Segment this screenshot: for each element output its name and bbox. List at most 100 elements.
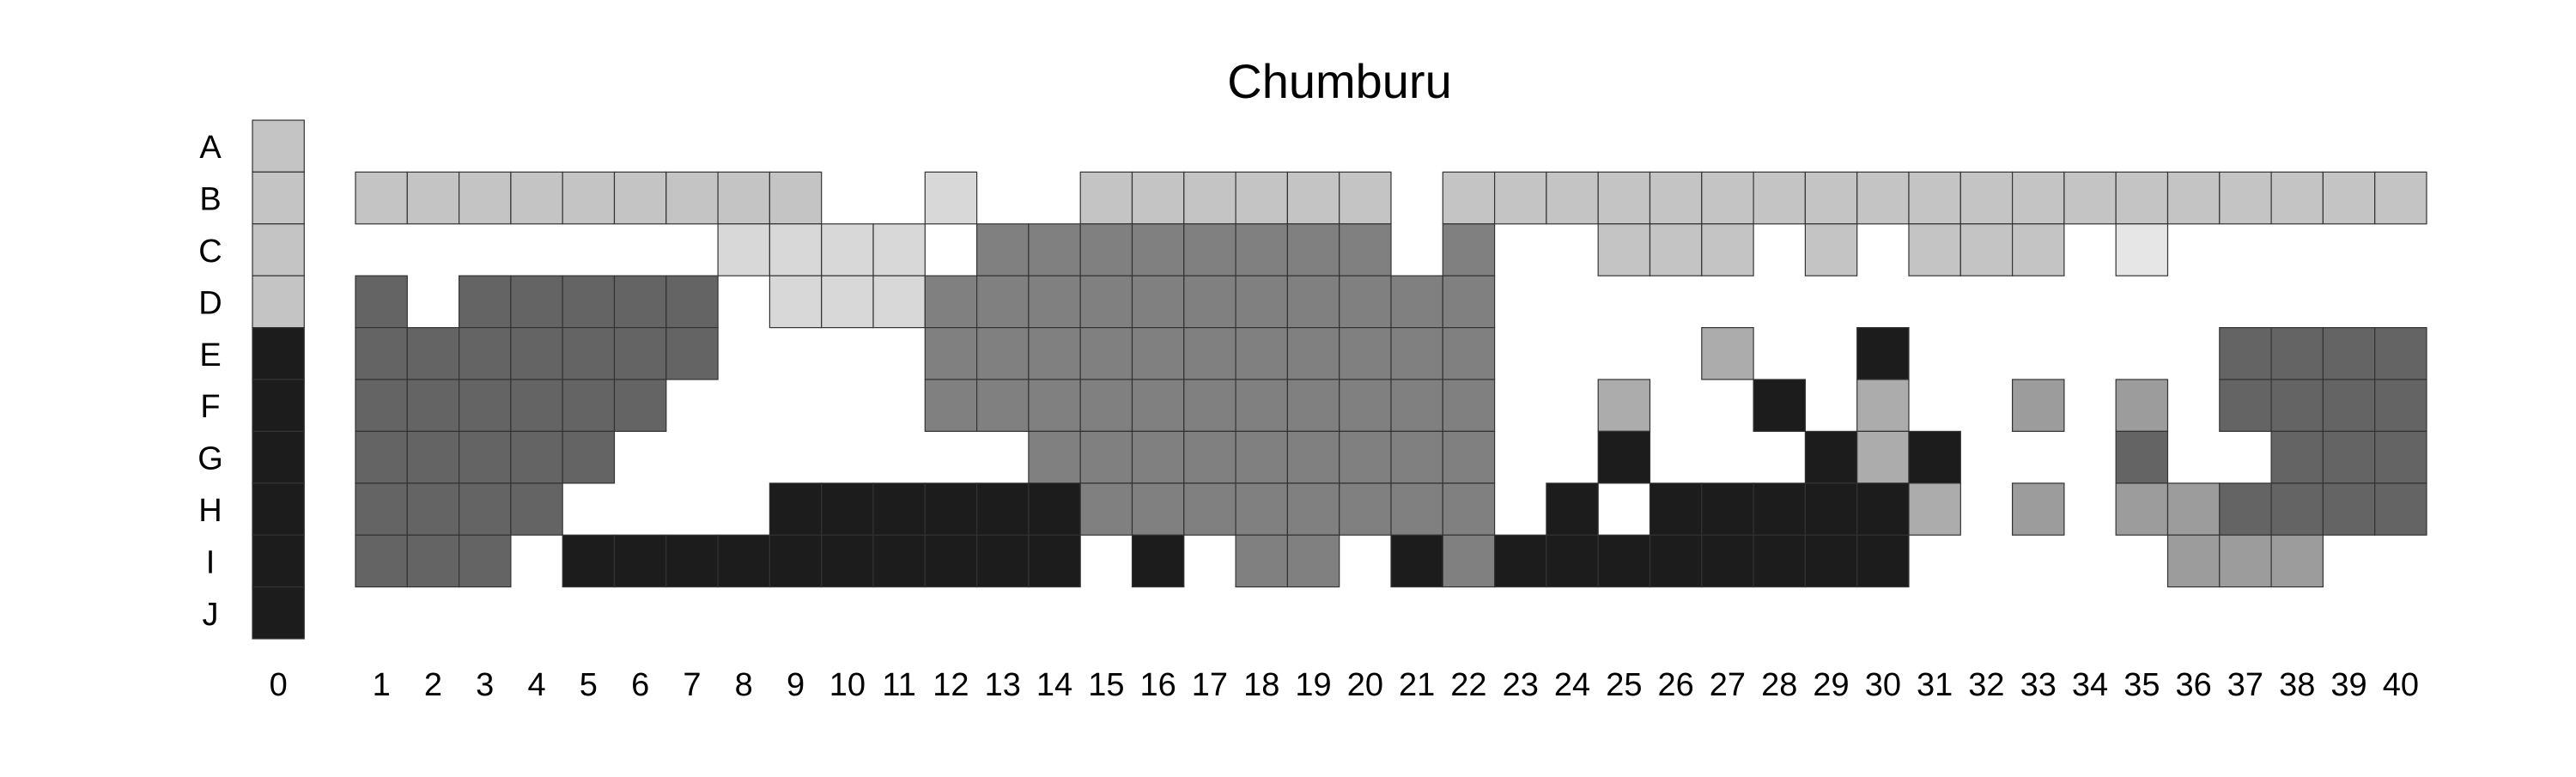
column-label: 17	[1192, 667, 1228, 703]
heatmap-cell	[562, 327, 616, 380]
column-label: 9	[787, 667, 805, 703]
heatmap-cell	[2322, 379, 2376, 433]
heatmap-cell	[1804, 534, 1858, 588]
heatmap-cell	[924, 171, 978, 225]
heatmap-cell	[355, 534, 408, 588]
heatmap-cell	[924, 379, 978, 433]
heatmap-cell	[975, 483, 1030, 536]
heatmap-cell	[2322, 483, 2376, 536]
heatmap-cell	[1804, 430, 1858, 484]
heatmap-cells	[252, 119, 2427, 640]
column-label: 38	[2279, 667, 2315, 703]
heatmap-cell	[2063, 171, 2117, 225]
heatmap-cell	[1753, 379, 1806, 433]
heatmap-cell	[1079, 171, 1133, 225]
column-label: 3	[476, 667, 494, 703]
heatmap-cell	[1131, 379, 1185, 433]
heatmap-cell	[1908, 430, 1961, 484]
heatmap-cell	[2115, 430, 2169, 484]
heatmap-cell	[252, 430, 305, 484]
heatmap-cell	[975, 534, 1030, 588]
heatmap-cell	[2219, 483, 2272, 536]
heatmap-cell	[1286, 275, 1340, 329]
column-label: 11	[882, 667, 915, 703]
heatmap-cell	[1028, 223, 1081, 276]
heatmap-cell	[1131, 275, 1185, 329]
heatmap-cell	[2322, 171, 2376, 225]
column-label: 25	[1606, 667, 1642, 703]
heatmap-cell	[1390, 483, 1443, 536]
heatmap-cell	[1959, 171, 2014, 225]
heatmap-cell	[975, 275, 1030, 329]
heatmap-cell	[1286, 223, 1340, 276]
column-label: 8	[735, 667, 753, 703]
heatmap-cell	[458, 483, 512, 536]
heatmap-cell	[1079, 327, 1133, 380]
column-label: 28	[1761, 667, 1797, 703]
heatmap-cell	[1339, 327, 1392, 380]
heatmap-cell	[458, 327, 512, 380]
heatmap-cell	[2374, 379, 2427, 433]
heatmap-cell	[1442, 379, 1496, 433]
heatmap-cell	[717, 223, 770, 276]
heatmap-cell	[1442, 171, 1496, 225]
column-label: 31	[1917, 667, 1953, 703]
column-label: 7	[683, 667, 701, 703]
heatmap-cell	[1804, 171, 1858, 225]
heatmap-cell	[1235, 379, 1288, 433]
heatmap-cell	[1286, 171, 1340, 225]
heatmap-cell	[1390, 275, 1443, 329]
row-label: H	[198, 493, 222, 529]
heatmap-cell	[458, 171, 512, 225]
heatmap-cell	[665, 534, 719, 588]
heatmap-cell	[2219, 171, 2272, 225]
heatmap-cell	[562, 171, 616, 225]
heatmap-cell	[769, 534, 823, 588]
heatmap-cell	[1131, 534, 1185, 588]
heatmap-cell	[1079, 379, 1133, 433]
heatmap-cell	[2012, 171, 2065, 225]
heatmap-cell	[2374, 483, 2427, 536]
heatmap-cell	[924, 534, 978, 588]
heatmap-cell	[1701, 534, 1754, 588]
heatmap-cell	[2166, 171, 2221, 225]
heatmap-cell	[2115, 483, 2169, 536]
heatmap-cell	[1442, 430, 1496, 484]
heatmap-cell	[1753, 171, 1806, 225]
heatmap-cell	[975, 327, 1030, 380]
heatmap-cell	[2322, 327, 2376, 380]
heatmap-cell	[562, 430, 616, 484]
heatmap-cell	[1079, 223, 1133, 276]
row-label: B	[199, 182, 221, 218]
heatmap-cell	[1597, 171, 1651, 225]
heatmap-cell	[1235, 430, 1288, 484]
heatmap-cell	[1339, 223, 1392, 276]
heatmap-cell	[872, 534, 926, 588]
heatmap-cell	[562, 534, 616, 588]
heatmap-cell	[510, 171, 563, 225]
column-label: 22	[1450, 667, 1486, 703]
row-label: A	[199, 130, 222, 166]
row-label: C	[198, 234, 222, 270]
heatmap-cell	[562, 379, 616, 433]
heatmap-cell	[1183, 327, 1236, 380]
heatmap-cell	[1493, 534, 1547, 588]
heatmap-cell	[458, 275, 512, 329]
heatmap-cell	[1597, 223, 1651, 276]
heatmap-cell	[252, 171, 305, 225]
heatmap-cell	[355, 379, 408, 433]
heatmap-cell	[1286, 483, 1340, 536]
row-label: F	[200, 389, 220, 425]
column-label: 29	[1813, 667, 1849, 703]
column-label: 32	[1968, 667, 2004, 703]
heatmap-cell	[924, 275, 978, 329]
heatmap-cell	[1597, 430, 1651, 484]
heatmap-cell	[252, 534, 305, 588]
heatmap-cell	[458, 379, 512, 433]
heatmap-cell	[1908, 171, 1961, 225]
heatmap-cell	[510, 430, 563, 484]
heatmap-cell	[2115, 171, 2169, 225]
heatmap-cell	[1131, 483, 1185, 536]
column-label: 10	[829, 667, 866, 703]
